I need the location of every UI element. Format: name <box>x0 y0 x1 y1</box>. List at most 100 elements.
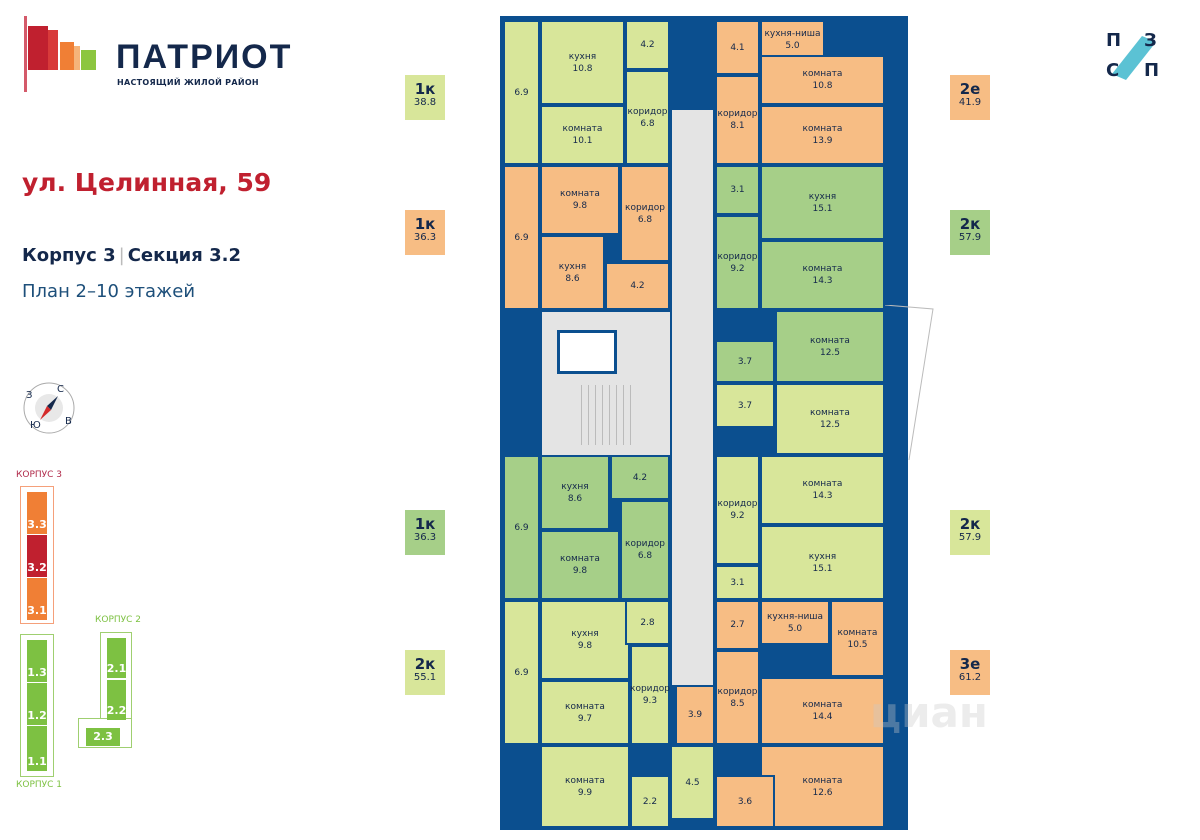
room-area: 3.6 <box>737 796 753 807</box>
apartment-badge[interactable]: 1к 38.8 <box>405 75 445 120</box>
room-label: коридор <box>625 539 665 549</box>
site-k2-frame <box>100 632 132 718</box>
room-bath-balcony: 4.2 <box>625 20 670 70</box>
room-area: 15.1 <box>812 203 833 214</box>
apartment-badge[interactable]: 2к 57.9 <box>950 210 990 255</box>
room-area: 3.9 <box>687 710 703 720</box>
room-label: кухня <box>808 551 837 562</box>
room-комната: комната 10.8 <box>760 55 885 105</box>
room-area: 14.4 <box>812 712 833 722</box>
room-комната: комната 10.5 <box>830 600 885 677</box>
room-area: 6.9 <box>514 87 529 98</box>
room-area: 6.9 <box>514 522 529 533</box>
balcony-outline <box>885 305 934 461</box>
room-комната: комната 9.9 <box>540 745 630 828</box>
room-area: 3.7 <box>737 400 753 411</box>
room-bath-balcony: 3.7 <box>715 383 775 428</box>
room-label: комната <box>560 554 600 564</box>
site-label-k1: КОРПУС 1 <box>16 780 63 790</box>
room-area: 14.3 <box>812 276 833 286</box>
apartment-type: 1к <box>414 515 436 533</box>
site-section-1-1[interactable]: 1.1 <box>27 726 47 771</box>
site-section-2-1[interactable]: 2.1 <box>107 638 126 678</box>
apartment-area: 55.1 <box>413 672 437 683</box>
room-bath-balcony: 6.9 <box>503 455 540 600</box>
room-area: 10.1 <box>572 136 593 146</box>
room-label: кухня-ниша <box>766 611 824 622</box>
room-label: комната <box>810 408 850 418</box>
room-label: коридор <box>717 686 758 697</box>
site-section-1-3[interactable]: 1.3 <box>27 640 47 682</box>
room-label: кухня-ниша <box>764 29 821 39</box>
room-area: 15.1 <box>812 563 833 574</box>
apartment-type: 2к <box>959 515 981 533</box>
site-section-3-1[interactable]: 3.1 <box>27 578 47 620</box>
room-кухня-ниша: кухня-ниша 5.0 <box>760 600 830 645</box>
brand-tagline: НАСТОЯЩИЙ ЖИЛОЙ РАЙОН <box>117 78 259 87</box>
site-k3-frame <box>20 486 54 624</box>
room-bath-balcony: 6.9 <box>503 165 540 310</box>
room-area: 8.6 <box>565 273 580 284</box>
site-section-1-2[interactable]: 1.2 <box>27 683 47 725</box>
apartment-badge[interactable]: 2к 57.9 <box>950 510 990 555</box>
watermark: циан <box>870 688 988 737</box>
room-коридор: коридор 8.5 <box>715 650 760 745</box>
room-bath-balcony: 3.7 <box>715 340 775 383</box>
plan-floors: План 2–10 этажей <box>22 281 196 302</box>
apartment-badge[interactable]: 2е 41.9 <box>950 75 990 120</box>
room-area: 6.8 <box>637 214 653 225</box>
room-коридор: коридор 9.3 <box>630 645 670 745</box>
site-k1-frame <box>20 634 54 777</box>
room-area: 2.2 <box>642 796 658 807</box>
apartment-badge[interactable]: 2к 55.1 <box>405 650 445 695</box>
room-area: 8.1 <box>730 121 745 131</box>
room-коридор: коридор 8.1 <box>715 75 760 165</box>
room-label: комната <box>560 189 600 199</box>
site-section-3-3[interactable]: 3.3 <box>27 492 47 534</box>
room-label: коридор <box>717 499 758 509</box>
site-section-2-3[interactable]: 2.3 <box>86 728 120 746</box>
room-bath-balcony: 4.2 <box>610 455 670 500</box>
room-label: коридор <box>627 106 668 117</box>
room-label: комната <box>565 775 605 786</box>
apartment-badge[interactable]: 1к 36.3 <box>405 510 445 555</box>
room-area: 9.3 <box>642 696 658 706</box>
room-label: комната <box>837 627 878 638</box>
room-коридор: коридор 6.8 <box>620 500 670 600</box>
room-area: 10.8 <box>812 81 833 91</box>
compass-s: Ю <box>30 420 41 431</box>
site-section-3-2[interactable]: 3.2 <box>27 535 47 577</box>
room-label: комната <box>802 124 843 134</box>
patriot-logo-icon <box>24 16 96 92</box>
apartment-badge[interactable]: 3е 61.2 <box>950 650 990 695</box>
site-section-2-2[interactable]: 2.2 <box>107 680 126 720</box>
room-кухня: кухня 15.1 <box>760 525 885 600</box>
room-bath-balcony: 2.2 <box>630 775 670 828</box>
stairs-icon <box>575 385 635 445</box>
room-area: 13.9 <box>812 136 833 146</box>
compass-n: С <box>57 384 64 395</box>
room-bath-balcony: 6.9 <box>503 600 540 745</box>
room-кухня: кухня 8.6 <box>540 235 605 310</box>
room-label: кухня <box>808 191 837 202</box>
room-area: 10.5 <box>847 639 868 650</box>
room-area: 6.9 <box>514 667 529 678</box>
apartment-area: 38.8 <box>413 97 437 108</box>
room-area: 4.2 <box>632 472 648 483</box>
room-комната: комната 14.3 <box>760 240 885 310</box>
room-area: 9.8 <box>577 641 593 651</box>
room-bath-balcony: 6.9 <box>503 20 540 165</box>
compass-e: В <box>65 416 72 427</box>
apartment-badge[interactable]: 1к 36.3 <box>405 210 445 255</box>
compass-w: З <box>26 390 33 401</box>
room-area: 6.8 <box>640 118 655 129</box>
apartment-area: 36.3 <box>413 232 437 243</box>
room-label: комната <box>802 479 843 489</box>
room-area: 3.7 <box>737 356 753 367</box>
common-corridor <box>670 110 715 685</box>
room-label: коридор <box>625 202 665 213</box>
room-коридор: коридор 9.2 <box>715 455 760 565</box>
room-area: 4.2 <box>630 281 645 291</box>
room-area: 9.2 <box>730 263 745 274</box>
